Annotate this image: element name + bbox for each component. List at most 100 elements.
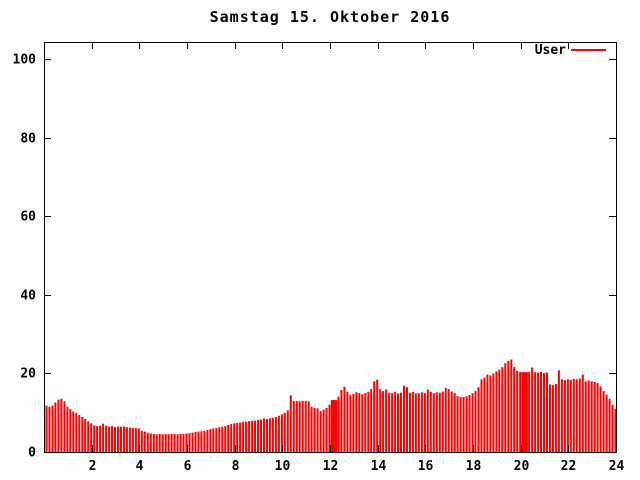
bar [75, 413, 78, 452]
bar [81, 417, 84, 452]
bar [84, 419, 87, 452]
bar [170, 433, 173, 452]
bar [379, 389, 382, 452]
bar [459, 397, 462, 452]
bar [316, 408, 319, 452]
bar [185, 433, 188, 452]
bar [590, 381, 593, 452]
bar [605, 394, 608, 452]
bar [552, 385, 554, 452]
bar [596, 383, 599, 452]
bar [179, 433, 182, 452]
bar [477, 387, 480, 452]
bar [471, 393, 474, 453]
bar [221, 426, 224, 452]
bar [438, 392, 441, 452]
bar [292, 400, 295, 452]
bar [248, 421, 251, 452]
bar [209, 429, 212, 452]
bar [155, 434, 158, 452]
bar [313, 408, 316, 452]
bar [236, 422, 239, 452]
bar [286, 410, 289, 452]
bar [406, 387, 408, 452]
bar [266, 419, 268, 452]
x-tick-label: 16 [418, 459, 434, 474]
bar [456, 396, 459, 452]
bar [117, 426, 119, 452]
bar [376, 379, 379, 452]
bar [358, 393, 361, 453]
bar [57, 399, 60, 452]
x-tick-label: 22 [561, 459, 577, 474]
bar [230, 424, 233, 452]
bar [531, 367, 534, 452]
bar [152, 433, 155, 452]
bar [108, 426, 111, 452]
bar [224, 426, 227, 452]
bar [465, 396, 468, 452]
bar [554, 384, 557, 452]
bar [283, 412, 286, 452]
bar [233, 423, 236, 452]
bar [385, 389, 388, 452]
bar [507, 360, 510, 452]
bar [444, 387, 447, 452]
bar [167, 434, 170, 452]
bar [96, 426, 99, 452]
bar [516, 371, 519, 452]
bar [263, 418, 265, 452]
bar [563, 380, 566, 452]
bar [611, 404, 614, 452]
bar [572, 378, 575, 452]
bar [134, 428, 137, 452]
bar [120, 426, 122, 452]
bar [176, 434, 179, 452]
bar [161, 434, 164, 452]
bar [498, 369, 501, 452]
x-tick-label: 2 [89, 459, 97, 474]
bar [519, 371, 522, 452]
bar [87, 421, 90, 452]
bar [429, 391, 432, 452]
bar [268, 418, 271, 452]
bar [489, 375, 492, 452]
bar [330, 400, 335, 452]
bar [140, 430, 143, 452]
bar [146, 432, 149, 452]
bar [251, 420, 254, 452]
bar [54, 402, 57, 452]
bar [602, 391, 605, 452]
y-tick-label: 100 [13, 53, 37, 68]
plot-border [44, 42, 617, 453]
bar [260, 419, 262, 452]
x-tick-label: 18 [466, 459, 482, 474]
bar [307, 401, 310, 452]
bar [355, 392, 358, 452]
bar [420, 392, 423, 452]
bar [48, 406, 51, 452]
bar [364, 393, 367, 453]
bar [257, 419, 259, 452]
bar [158, 433, 161, 452]
bar [343, 386, 346, 452]
bar [510, 359, 513, 452]
bar [346, 391, 349, 452]
bar [352, 393, 355, 452]
bar [450, 391, 453, 452]
x-tick-label: 8 [232, 459, 240, 474]
bar [173, 433, 176, 452]
bar [584, 381, 587, 452]
bar [566, 379, 569, 452]
bar [340, 389, 343, 452]
bar [504, 363, 507, 452]
bar [462, 397, 465, 452]
bar [206, 430, 209, 452]
legend-label-user: User [535, 43, 566, 58]
bar [60, 398, 63, 452]
bar [271, 417, 274, 452]
bar [397, 393, 399, 452]
bar [114, 426, 116, 452]
